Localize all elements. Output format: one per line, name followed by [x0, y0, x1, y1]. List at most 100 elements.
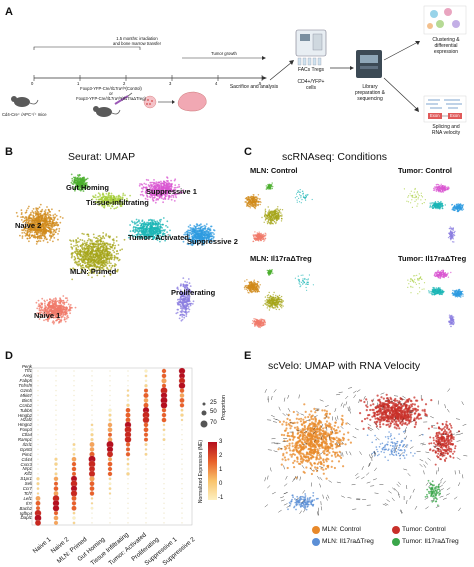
- umap-point: [92, 258, 94, 260]
- umap-point: [214, 230, 216, 232]
- umap-point: [95, 255, 97, 257]
- genotype-3: Foxp3-YFP-Cre/Il17raᶠˡ/ᶠˡ(Il17raΔTreg): [56, 96, 166, 101]
- umap-point: [251, 196, 252, 197]
- umap-point: [138, 219, 140, 221]
- umap-point: [170, 196, 172, 198]
- umap-point: [100, 243, 102, 245]
- umap-point: [164, 198, 166, 200]
- umap-point: [106, 255, 108, 257]
- umap-point: [270, 213, 271, 214]
- umap-point: [101, 249, 103, 251]
- umap-point: [48, 216, 50, 218]
- umap-point: [23, 232, 25, 234]
- umap-point: [55, 221, 57, 223]
- umap-point: [27, 238, 29, 240]
- umap-point: [122, 193, 124, 195]
- umap-point: [119, 249, 121, 251]
- umap-point: [43, 232, 45, 234]
- umap-point: [307, 195, 308, 196]
- umap-point: [43, 240, 45, 242]
- umap-point: [106, 248, 108, 250]
- umap-point: [196, 224, 198, 226]
- umap-point: [301, 202, 302, 203]
- umap-point: [75, 245, 77, 247]
- umap-point: [250, 197, 251, 198]
- umap-point: [112, 250, 114, 252]
- umap-point: [100, 241, 102, 243]
- umap-point: [45, 211, 47, 213]
- umap-point: [59, 297, 61, 299]
- umap-point: [166, 176, 168, 178]
- umap-point: [295, 197, 296, 198]
- umap-point: [81, 233, 83, 235]
- umap-point: [22, 235, 24, 237]
- umap-point: [85, 244, 87, 246]
- umap-point: [265, 212, 266, 213]
- umap-point: [280, 209, 281, 210]
- umap-point: [117, 270, 119, 272]
- umap-point: [437, 188, 438, 189]
- sacrifice-text: Sacrifice and analysis: [224, 84, 284, 90]
- tumor-icon: [178, 92, 206, 111]
- umap-point: [437, 186, 438, 187]
- umap-point: [46, 238, 48, 240]
- umap-point: [64, 317, 66, 319]
- umap-point: [93, 237, 95, 239]
- umap-point: [81, 247, 83, 249]
- facs-text-1: FACs Tregs: [286, 67, 336, 73]
- umap-point: [436, 186, 437, 187]
- umap-point: [162, 201, 164, 203]
- umap-point: [53, 237, 55, 239]
- umap-point: [26, 210, 28, 212]
- umap-point: [189, 232, 191, 234]
- umap-point: [46, 206, 48, 208]
- umap-point: [93, 257, 95, 259]
- umap-point: [266, 215, 267, 216]
- umap-point: [163, 180, 165, 182]
- umap-point: [46, 299, 48, 301]
- umap-point: [71, 174, 73, 176]
- umap-point: [60, 216, 62, 218]
- umap-point: [114, 247, 116, 249]
- umap-point: [259, 198, 260, 199]
- umap-point: [157, 183, 159, 185]
- mouse-icon-1: [11, 96, 38, 107]
- umap-point: [174, 200, 176, 202]
- umap-point: [22, 216, 24, 218]
- umap-point: [77, 257, 79, 259]
- umap-point: [76, 250, 78, 252]
- umap-point: [254, 196, 255, 197]
- umap-point: [39, 308, 41, 310]
- umap-point: [181, 310, 183, 312]
- umap-point: [80, 250, 82, 252]
- umap-point: [61, 314, 63, 316]
- umap-point: [152, 223, 154, 225]
- umap-point: [85, 262, 87, 264]
- umap-point: [277, 218, 278, 219]
- umap-point: [83, 179, 85, 181]
- umap-point: [40, 302, 42, 304]
- umap-point: [297, 200, 298, 201]
- umap-point: [17, 215, 19, 217]
- umap-point: [195, 227, 197, 229]
- umap-point: [107, 263, 109, 265]
- cluster-label-suppressive-1: Suppressive 1: [146, 187, 197, 196]
- panel-c-title: scRNAseq: Conditions: [282, 151, 387, 163]
- umap-point: [113, 259, 115, 261]
- umap-point: [51, 305, 53, 307]
- umap-point: [259, 201, 260, 202]
- umap-point: [19, 235, 21, 237]
- umap-point: [119, 259, 121, 261]
- umap-point: [47, 213, 49, 215]
- umap-point: [61, 300, 63, 302]
- umap-point: [40, 204, 42, 206]
- umap-point: [443, 185, 444, 186]
- umap-point: [36, 243, 38, 245]
- umap-point: [43, 230, 45, 232]
- umap-point: [99, 239, 101, 241]
- umap-point: [20, 216, 22, 218]
- umap-point: [248, 201, 249, 202]
- umap-point: [53, 321, 55, 323]
- umap-point: [250, 201, 251, 202]
- umap-point: [179, 304, 181, 306]
